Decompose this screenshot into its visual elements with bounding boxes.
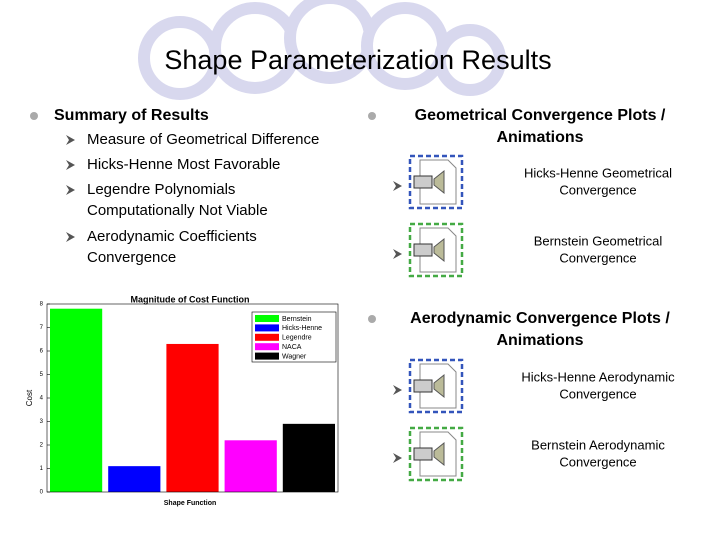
link-frame [408,426,464,482]
legend-label: Hicks-Henne [282,325,322,332]
bullet [368,315,376,323]
bar [282,423,335,492]
bullet [30,112,38,120]
bullet-text: Measure of Geometrical Difference [87,131,319,148]
legend-label: NACA [282,344,302,351]
arrow-bullet [66,160,75,170]
link-label: Convergence [559,250,636,265]
link-frame [408,222,464,278]
bullet-text: Aerodynamic Coefficients [87,228,257,245]
y-tick-label: 8 [40,302,44,308]
link-label: Bernstein Geometrical [534,233,663,248]
projector-icon [413,243,433,257]
section-heading: Aerodynamic Convergence Plots / [410,310,670,327]
link-label: Convergence [559,454,636,469]
speaker-icon [433,441,445,467]
y-tick-label: 5 [40,372,44,378]
arrow-bullet [66,232,75,242]
link-frame [408,154,464,210]
animation-link[interactable] [408,426,464,482]
projector-icon [413,447,433,461]
link-frame [408,358,464,414]
bullet-text: Hicks-Henne Most Favorable [87,156,280,173]
y-tick-label: 2 [40,443,44,449]
link-label: Hicks-Henne Geometrical [524,165,672,180]
link-label: Convergence [559,182,636,197]
arrow-bullet [393,453,402,463]
y-tick-label: 3 [40,419,44,425]
legend-swatch [255,352,279,360]
bullet-text: Legendre Polynomials [87,181,235,198]
decor-circles [138,0,506,100]
arrow-bullet [66,135,75,145]
y-tick-label: 4 [40,396,44,402]
bar [166,343,219,492]
legend-swatch [255,324,279,332]
plot-frame [46,303,339,493]
legend-label: Wagner [282,353,307,360]
legend-swatch [255,343,279,351]
x-axis-label: Shape Function [164,500,217,507]
bar [50,308,103,492]
bar [108,466,161,492]
link-label: Convergence [559,386,636,401]
bullet [368,112,376,120]
arrow-bullet [66,185,75,195]
speaker-icon [433,373,445,399]
animation-link[interactable] [408,358,464,414]
bullet-text: Convergence [87,249,176,266]
arrow-bullet [393,385,402,395]
animation-link[interactable] [408,222,464,278]
chart-title: Magnitude of Cost Function [131,294,250,304]
legend-swatch [255,315,279,322]
y-axis-label: Cost [25,389,34,406]
legend-swatch [255,333,279,341]
arrow-bullet [393,249,402,259]
y-tick-label: 0 [40,490,44,496]
animation-link[interactable] [408,154,464,210]
section-heading: Animations [496,332,583,349]
speaker-icon [433,237,445,263]
y-tick-label: 7 [40,325,44,331]
speaker-icon [433,169,445,195]
y-tick-label: 6 [40,349,44,355]
link-label: Hicks-Henne Aerodynamic [521,369,675,384]
arrow-bullet [393,181,402,191]
link-label: Bernstein Aerodynamic [531,437,665,452]
section-heading: Animations [496,129,583,146]
heading: Summary of Results [54,107,209,124]
bar [224,440,277,492]
y-tick-label: 1 [40,466,44,472]
bullet-text: Computationally Not Viable [87,202,268,219]
legend-label: Legendre [282,335,312,342]
section-heading: Geometrical Convergence Plots / [415,107,666,124]
projector-icon [413,379,433,393]
slide-title: Shape Parameterization Results [164,45,551,75]
legend-label: Bernstein [282,316,312,323]
projector-icon [413,175,433,189]
